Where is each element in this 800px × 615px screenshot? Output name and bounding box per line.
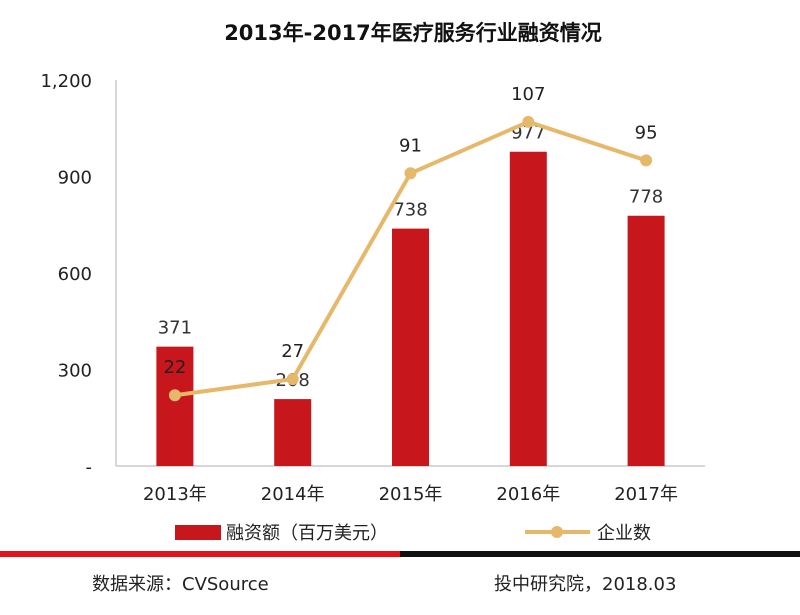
legend-bar-label: 融资额（百万美元） [226, 523, 388, 544]
bar [392, 228, 429, 466]
line-label-group: 22 27 91 107 95 [163, 84, 657, 378]
y-tick-label: 600 [58, 264, 92, 285]
bar-value-label: 778 [629, 187, 663, 208]
line-point [168, 389, 181, 402]
source-note: 数据来源：CVSource [92, 574, 269, 595]
legend-bar-swatch [175, 525, 221, 540]
x-tick-label: 2015年 [379, 484, 443, 505]
bar-value-label: 738 [393, 200, 427, 221]
bar [509, 151, 547, 466]
line-value-label: 27 [281, 341, 304, 362]
line-value-label: 22 [163, 357, 186, 378]
line-value-label: 95 [635, 122, 658, 143]
chart-title: 2013年-2017年医疗服务行业融资情况 [224, 21, 602, 45]
divider-red [0, 551, 400, 557]
legend: 融资额（百万美元） 企业数 [175, 523, 651, 544]
y-tick-label: 900 [58, 168, 92, 189]
bar-series [156, 151, 665, 466]
x-tick-label: 2017年 [614, 484, 678, 505]
y-tick-label: 1,200 [40, 71, 92, 92]
bar [627, 215, 665, 466]
legend-line-label: 企业数 [597, 523, 651, 544]
line-point [286, 373, 299, 386]
publisher-note: 投中研究院，2018.03 [494, 574, 676, 595]
x-tick-label: 2016年 [496, 484, 560, 505]
line-point [522, 115, 535, 128]
y-tick-label: 300 [58, 361, 92, 382]
bar [156, 346, 194, 466]
line-value-label: 91 [399, 135, 422, 156]
bar-label-group: 371 208 738 977 778 [158, 123, 664, 391]
bar [274, 399, 312, 466]
x-tick-label: 2013年 [143, 484, 207, 505]
line-point [640, 154, 653, 167]
y-tick-group: - 300 600 900 1,200 [40, 71, 92, 478]
bar-value-label: 977 [511, 123, 545, 144]
line-point [404, 167, 417, 180]
line-value-label: 107 [511, 84, 545, 105]
bar-value-label: 371 [158, 318, 192, 339]
y-tick-label: - [86, 457, 93, 478]
line-point-group [168, 115, 653, 402]
x-tick-label: 2014年 [261, 484, 325, 505]
x-tick-group: 2013年 2014年 2015年 2016年 2017年 [143, 484, 678, 505]
legend-line-marker [551, 526, 563, 538]
divider-black [400, 551, 800, 557]
